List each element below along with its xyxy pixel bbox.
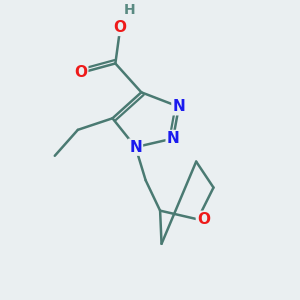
Text: O: O bbox=[197, 212, 210, 227]
Text: O: O bbox=[74, 64, 87, 80]
Text: H: H bbox=[124, 3, 136, 17]
Text: N: N bbox=[167, 131, 179, 146]
Text: N: N bbox=[172, 99, 185, 114]
Text: N: N bbox=[129, 140, 142, 155]
Text: O: O bbox=[113, 20, 126, 35]
